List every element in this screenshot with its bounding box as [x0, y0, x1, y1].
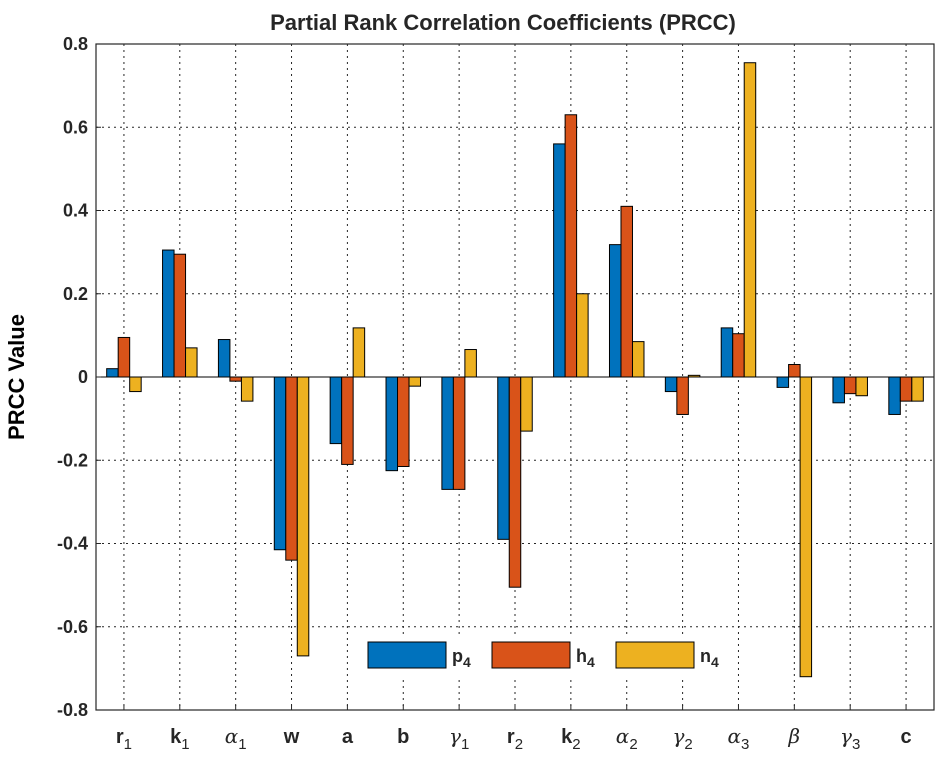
- y-tick-label-8: 0.8: [63, 34, 88, 54]
- bar-n4-1: [185, 347, 198, 378]
- bar-n4-9: [631, 341, 645, 378]
- bar-n4-5: [408, 376, 422, 387]
- bar-p4-10: [664, 376, 678, 393]
- bar-n4-0: [129, 376, 142, 393]
- legend-label-p4: p4: [452, 646, 471, 670]
- y-tick-label-4: 0: [78, 367, 88, 387]
- bar-h4-3: [285, 376, 298, 561]
- bar-p4-6: [441, 376, 454, 490]
- bar-h4-6: [452, 376, 466, 490]
- x-tick-label-2: α1: [225, 724, 247, 753]
- x-tick-label-9: α2: [616, 724, 638, 753]
- legend-label-n4: n4: [700, 646, 719, 670]
- x-tick-label-5: b: [397, 726, 409, 748]
- bar-h4-0: [117, 336, 131, 378]
- x-tick-label-8: k2: [561, 726, 580, 753]
- bar-p4-12: [776, 376, 790, 388]
- plot-area-frame: [95, 43, 935, 711]
- bar-h4-7: [508, 376, 522, 588]
- bar-p4-11: [720, 327, 734, 378]
- y-tick-label-1: -0.6: [57, 617, 88, 637]
- x-tick-label-10: γ2: [672, 724, 692, 753]
- bar-n4-7: [520, 376, 533, 432]
- bar-p4-9: [608, 244, 622, 378]
- bar-n4-13: [855, 376, 868, 397]
- bar-h4-12: [788, 364, 801, 378]
- y-tick-label-6: 0.4: [63, 201, 88, 221]
- bar-h4-5: [397, 376, 410, 467]
- chart-title: Partial Rank Correlation Coefficients (P…: [270, 10, 736, 35]
- y-tick-label-2: -0.4: [57, 534, 88, 554]
- bar-n4-11: [743, 62, 757, 378]
- bar-h4-11: [732, 333, 745, 378]
- y-axis-ticks: -0.8 -0.6 -0.4 -0.2 0 0.2 0.4 0.6 0.8: [57, 34, 101, 720]
- x-tick-label-1: k1: [170, 726, 189, 753]
- bar-p4-2: [217, 339, 231, 378]
- x-tick-label-12: β: [788, 724, 801, 748]
- bar-p4-5: [385, 376, 399, 472]
- bar-p4-0: [106, 368, 119, 378]
- bar-h4-9: [620, 205, 633, 378]
- bar-h4-4: [341, 376, 354, 465]
- bar-n4-2: [240, 376, 254, 402]
- x-tick-label-0: r1: [116, 726, 132, 753]
- bar-n4-8: [576, 293, 589, 378]
- bar-p4-13: [832, 376, 845, 404]
- y-tick-label-5: 0.2: [63, 284, 88, 304]
- x-tick-label-4: a: [342, 726, 354, 748]
- bar-h4-2: [229, 376, 242, 382]
- bar-p4-14: [888, 376, 901, 415]
- bar-n4-6: [464, 349, 477, 378]
- x-tick-label-13: γ3: [840, 724, 860, 753]
- y-tick-label-7: 0.6: [63, 117, 88, 137]
- x-tick-label-11: α3: [728, 724, 750, 753]
- legend-swatch-p4: [367, 641, 447, 669]
- bar-h4-8: [564, 114, 578, 378]
- bar-n4-3: [296, 376, 310, 657]
- bar-h4-1: [173, 253, 187, 378]
- bar-p4-1: [162, 249, 175, 378]
- bar-series: [106, 62, 924, 678]
- x-tick-label-14: c: [901, 726, 912, 748]
- bar-p4-4: [329, 376, 343, 445]
- x-tick-label-6: γ1: [449, 724, 469, 753]
- bar-n4-14: [911, 376, 924, 402]
- bar-n4-12: [799, 376, 813, 678]
- x-tick-label-7: r2: [507, 726, 523, 753]
- bar-p4-8: [553, 143, 566, 378]
- legend-swatch-h4: [491, 641, 571, 669]
- bar-p4-3: [273, 376, 287, 551]
- legend-swatch-n4: [615, 641, 695, 669]
- y-tick-label-0: -0.8: [57, 700, 88, 720]
- x-tick-label-3: w: [283, 726, 300, 748]
- x-axis-ticks: r1 k1 α1 w a b γ1 r2 k2 α2 γ2 α3 β γ3 c: [116, 705, 912, 753]
- y-tick-label-3: -0.2: [57, 450, 88, 470]
- bar-h4-13: [843, 376, 857, 395]
- legend-label-h4: h4: [576, 646, 595, 670]
- bar-n4-4: [352, 327, 366, 378]
- legend: p4 h4 n4: [358, 634, 736, 676]
- y-axis-label: PRCC Value: [4, 314, 29, 440]
- bar-h4-14: [899, 376, 913, 402]
- bar-h4-10: [676, 376, 689, 415]
- bar-p4-7: [497, 376, 510, 540]
